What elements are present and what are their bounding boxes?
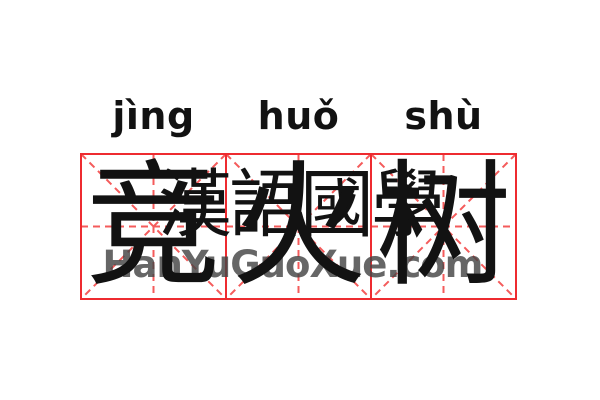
pinyin-syllable-1: jìng xyxy=(112,94,195,138)
watermark-url-text: HanYuGuoXue.com xyxy=(102,243,484,286)
hanzi-character-1: 竞 xyxy=(85,148,222,306)
hanzi-character-3: 树 xyxy=(375,148,512,306)
tianzige-grid-svg xyxy=(80,153,517,300)
pinyin-syllable-2: huǒ xyxy=(257,94,340,138)
characters-row: 竞 火 树 xyxy=(81,154,516,300)
tianzige-grid xyxy=(80,153,517,301)
pinyin-row: jìng huǒ shù xyxy=(81,88,516,144)
watermark-cjk-text: 漢語國學 xyxy=(158,162,445,248)
pinyin-syllable-3: shù xyxy=(404,94,483,138)
hanzi-character-2: 火 xyxy=(230,148,367,306)
